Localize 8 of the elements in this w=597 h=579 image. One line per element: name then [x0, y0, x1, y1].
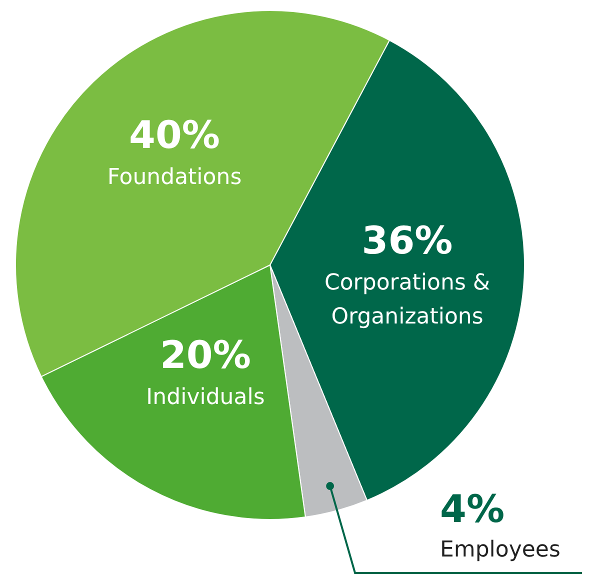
data-label: 40%: [129, 113, 220, 158]
data-label: 4%: [440, 486, 505, 531]
slice-label: Corporations & Organizations: [324, 270, 490, 330]
data-label: 20%: [160, 333, 251, 378]
slice-label: Foundations: [107, 164, 242, 190]
data-label: 36%: [362, 218, 453, 263]
slice-label: Employees: [440, 538, 560, 563]
slice-label: Individuals: [146, 385, 265, 410]
